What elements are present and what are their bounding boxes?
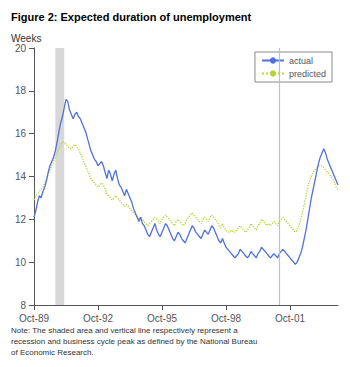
- svg-text:Note: The shaded area and vert: Note: The shaded area and vertical line …: [11, 326, 238, 335]
- svg-text:10: 10: [15, 257, 27, 268]
- svg-text:of Economic Research.: of Economic Research.: [11, 348, 94, 357]
- svg-text:actual: actual: [289, 56, 313, 66]
- svg-text:20: 20: [15, 43, 27, 54]
- svg-text:18: 18: [15, 85, 27, 96]
- svg-text:Oct-98: Oct-98: [211, 313, 241, 324]
- svg-text:Oct-01: Oct-01: [275, 313, 305, 324]
- svg-text:Weeks: Weeks: [11, 33, 41, 44]
- svg-text:predicted: predicted: [289, 69, 326, 79]
- svg-text:8: 8: [20, 300, 26, 311]
- svg-text:14: 14: [15, 171, 27, 182]
- svg-text:Oct-95: Oct-95: [147, 313, 177, 324]
- svg-text:Oct-92: Oct-92: [83, 313, 113, 324]
- svg-text:recession and business cycle p: recession and business cycle peak as def…: [11, 337, 257, 346]
- svg-text:Oct-89: Oct-89: [19, 313, 49, 324]
- svg-text:Figure 2: Expected duration of: Figure 2: Expected duration of unemploym…: [11, 11, 252, 23]
- svg-text:12: 12: [15, 214, 27, 225]
- svg-text:16: 16: [15, 128, 27, 139]
